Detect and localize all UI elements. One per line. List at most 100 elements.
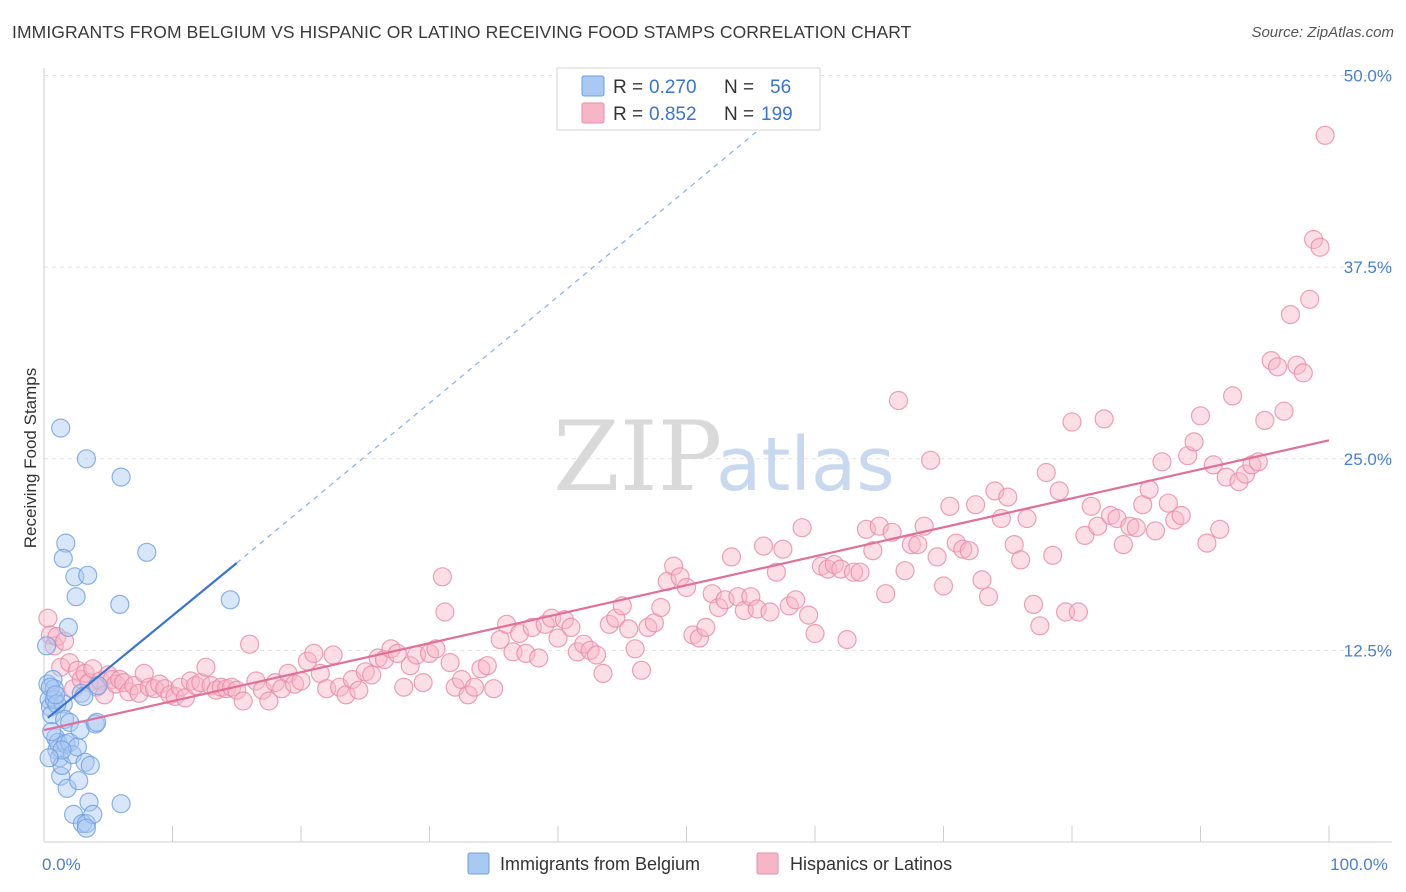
point-hispanic [843, 562, 864, 582]
point-hispanic [129, 683, 149, 703]
point-hispanic [953, 539, 973, 559]
legend-n-value-hispanic: 199 [761, 104, 793, 125]
point-hispanic [323, 645, 343, 665]
point-belgium [80, 755, 100, 776]
point-hispanic [1255, 410, 1275, 430]
point-hispanic [554, 610, 575, 630]
trend-lines [43, 82, 1330, 732]
point-belgium [51, 418, 71, 438]
point-belgium [57, 778, 77, 798]
point-hispanic [186, 675, 206, 696]
y-tick-label: 50.0% [1344, 67, 1392, 86]
point-belgium [45, 685, 66, 705]
legend-swatch-belgium [581, 75, 605, 97]
point-hispanic [561, 617, 581, 638]
point-hispanic [119, 682, 139, 702]
point-hispanic [40, 625, 61, 645]
point-hispanic [1280, 305, 1301, 325]
point-hispanic [663, 556, 684, 576]
point-hispanic [233, 691, 253, 711]
point-belgium [111, 794, 131, 814]
point-belgium [53, 548, 73, 569]
point-belgium [111, 467, 131, 487]
point-hispanic [1287, 355, 1307, 375]
point-hispanic [1303, 229, 1324, 250]
point-hispanic [304, 643, 324, 664]
point-hispanic [920, 450, 941, 470]
point-hispanic [805, 623, 825, 644]
point-hispanic [972, 570, 992, 590]
point-hispanic [689, 628, 710, 648]
point-hispanic [1274, 401, 1294, 421]
point-belgium [110, 594, 130, 615]
point-hispanic [240, 634, 260, 654]
legend-r-value-belgium: 0.270 [649, 77, 697, 98]
point-hispanic [432, 567, 452, 587]
point-hispanic [196, 657, 216, 677]
point-hispanic [1088, 516, 1108, 536]
point-hispanic [927, 547, 947, 567]
watermark-atlas: atlas [716, 422, 895, 508]
watermark: ZIP atlas [553, 401, 895, 513]
watermark-zip: ZIP [553, 401, 722, 513]
point-hispanic [458, 685, 478, 705]
point-belgium [36, 636, 57, 656]
point-hispanic [998, 487, 1018, 507]
point-belgium [56, 533, 76, 553]
bottom-legend-label-belgium: Immigrants from Belgium [500, 854, 700, 874]
point-hispanic [1023, 594, 1044, 615]
point-hispanic [908, 534, 928, 555]
legend-r-label-belgium: R = [613, 77, 643, 98]
point-hispanic [1184, 432, 1204, 452]
point-hispanic [625, 639, 645, 659]
tick-labels: 12.5% 25.0% 37.5% 50.0% 0.0% 100.0% [42, 67, 1392, 875]
point-hispanic [464, 677, 485, 697]
legend-swatch-hispanic [581, 102, 605, 124]
point-hispanic [798, 605, 819, 625]
point-hispanic [940, 496, 960, 516]
point-hispanic [741, 587, 761, 607]
point-hispanic [753, 536, 774, 556]
point-hispanic [1210, 519, 1230, 539]
point-hispanic [1267, 357, 1288, 377]
point-hispanic [863, 541, 883, 561]
bottom-legend: Immigrants from Belgium Hispanics or Lat… [467, 852, 952, 875]
point-hispanic [1197, 533, 1217, 553]
point-hispanic [1081, 496, 1101, 516]
point-hispanic [1010, 550, 1031, 570]
point-hispanic [1315, 125, 1335, 145]
point-hispanic [1152, 452, 1172, 472]
point-hispanic [440, 652, 460, 673]
point-belgium [137, 542, 157, 562]
point-hispanic [60, 652, 80, 673]
point-hispanic [529, 648, 549, 668]
point-hispanic [850, 562, 870, 582]
point-belgium [220, 590, 240, 610]
bottom-legend-label-hispanic: Hispanics or Latinos [790, 854, 952, 874]
point-hispanic [400, 656, 420, 676]
point-hispanic [978, 587, 999, 607]
point-hispanic [786, 590, 806, 610]
point-hispanic [1036, 462, 1056, 483]
point-hispanic [619, 619, 639, 639]
point-hispanic [760, 602, 780, 622]
point-belgium [71, 683, 91, 703]
legend-n-label-belgium: N = [724, 77, 754, 98]
source-label: Source: ZipAtlas.com [1251, 24, 1394, 41]
point-hispanic [708, 597, 729, 618]
point-belgium [67, 737, 88, 757]
legend-box: R = 0.270 N = 56 R = 0.852 N = 199 [556, 67, 821, 131]
point-hispanic [933, 576, 954, 596]
point-hispanic [792, 518, 812, 538]
point-hispanic [888, 390, 909, 411]
point-hispanic [1094, 409, 1114, 429]
point-hispanic [484, 679, 504, 699]
point-hispanic [516, 643, 536, 664]
point-belgium [76, 818, 97, 838]
point-hispanic [170, 677, 190, 697]
chart-title: IMMIGRANTS FROM BELGIUM VS HISPANIC OR L… [12, 22, 912, 42]
trend-line-hispanic [43, 439, 1330, 732]
point-hispanic [1171, 505, 1191, 526]
point-hispanic [965, 495, 986, 515]
